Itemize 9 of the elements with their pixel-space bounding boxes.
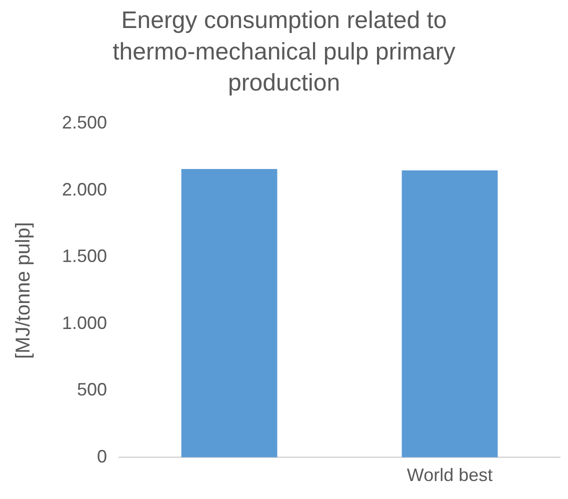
- x-tick-label: World best: [406, 465, 493, 486]
- y-tick-label: 500: [76, 380, 108, 400]
- y-axis-title: [MJ/tonne pulp]: [12, 222, 35, 359]
- y-tick-label: 0: [97, 446, 108, 466]
- y-tick-label: 1.000: [62, 312, 108, 333]
- chart-title: Energy consumption related to thermo-mechanical pulp primary production: [112, 7, 456, 97]
- y-tick-label: 2.000: [62, 179, 108, 200]
- y-tick-label: 1.500: [62, 246, 108, 266]
- y-tick-label: 2.500: [62, 112, 108, 133]
